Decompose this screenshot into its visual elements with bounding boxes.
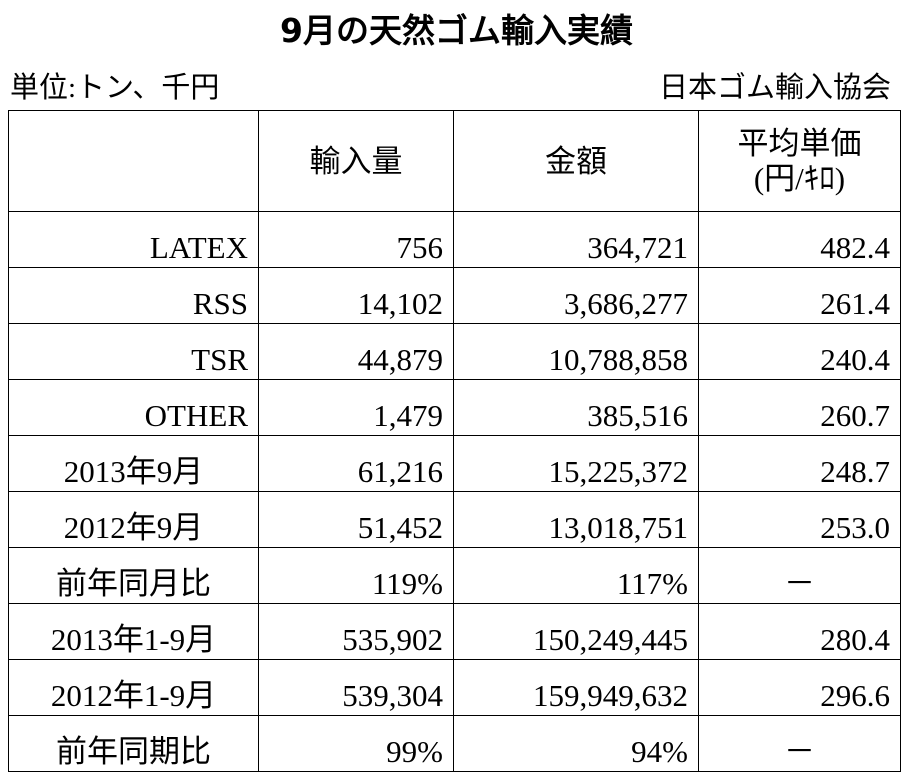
column-header: 輸入量 bbox=[258, 110, 454, 212]
cell: 10,788,858 bbox=[453, 323, 699, 380]
cell: － bbox=[698, 547, 901, 604]
row-label: 2012年1-9月 bbox=[8, 659, 259, 716]
table-row: OTHER 1,479 385,516 260.7 bbox=[8, 379, 901, 436]
header-row: 輸入量 金額 平均単価 (円/ｷﾛ) bbox=[8, 110, 901, 212]
cell: 15,225,372 bbox=[453, 435, 699, 492]
cell: 159,949,632 bbox=[453, 659, 699, 716]
cell: 248.7 bbox=[698, 435, 901, 492]
row-label: RSS bbox=[8, 267, 259, 324]
cell: 535,902 bbox=[258, 603, 454, 660]
row-label: TSR bbox=[8, 323, 259, 380]
table-row: TSR 44,879 10,788,858 240.4 bbox=[8, 323, 901, 380]
column-header: 平均単価 (円/ｷﾛ) bbox=[698, 110, 901, 212]
unit-note: 単位:トン、千円 bbox=[10, 72, 220, 104]
title: 9月の天然ゴム輸入実績 bbox=[280, 11, 633, 50]
cell: 539,304 bbox=[258, 659, 454, 716]
table-row: 前年同月比 119% 117% － bbox=[8, 547, 901, 604]
cell: 482.4 bbox=[698, 211, 901, 268]
cell: 280.4 bbox=[698, 603, 901, 660]
cell: 261.4 bbox=[698, 267, 901, 324]
table-row: 前年同期比 99% 94% － bbox=[8, 715, 901, 772]
cell: 240.4 bbox=[698, 323, 901, 380]
cell: 150,249,445 bbox=[453, 603, 699, 660]
cell: 3,686,277 bbox=[453, 267, 699, 324]
row-label: 2012年9月 bbox=[8, 491, 259, 548]
cell: 253.0 bbox=[698, 491, 901, 548]
cell: 364,721 bbox=[453, 211, 699, 268]
cell: 44,879 bbox=[258, 323, 454, 380]
row-label: 2013年9月 bbox=[8, 435, 259, 492]
cell: 296.6 bbox=[698, 659, 901, 716]
import-table: 輸入量 金額 平均単価 (円/ｷﾛ) LATEX 756 364,721 482.4 RSS 1… bbox=[8, 110, 901, 772]
cell: 99% bbox=[258, 715, 454, 772]
table-row: LATEX 756 364,721 482.4 bbox=[8, 211, 901, 268]
cell: 119% bbox=[258, 547, 454, 604]
cell: 14,102 bbox=[258, 267, 454, 324]
table-row: 2012年9月 51,452 13,018,751 253.0 bbox=[8, 491, 901, 548]
cell: 51,452 bbox=[258, 491, 454, 548]
cell: 61,216 bbox=[258, 435, 454, 492]
table-row: 2012年1-9月 539,304 159,949,632 296.6 bbox=[8, 659, 901, 716]
table-row: 2013年1-9月 535,902 150,249,445 280.4 bbox=[8, 603, 901, 660]
row-label: 2013年1-9月 bbox=[8, 603, 259, 660]
cell: 117% bbox=[453, 547, 699, 604]
cell: 385,516 bbox=[453, 379, 699, 436]
column-header-line: (円/ｷﾛ) bbox=[753, 161, 846, 196]
column-header-line: 平均単価 bbox=[737, 126, 862, 161]
table-row: RSS 14,102 3,686,277 261.4 bbox=[8, 267, 901, 324]
row-label: 前年同月比 bbox=[8, 547, 259, 604]
row-label: LATEX bbox=[8, 211, 259, 268]
column-header: 金額 bbox=[453, 110, 699, 212]
cell: 1,479 bbox=[258, 379, 454, 436]
cell: 13,018,751 bbox=[453, 491, 699, 548]
corner-cell bbox=[8, 110, 259, 212]
page: 9月の天然ゴム輸入実績 単位:トン、千円 日本ゴム輸入協会 輸入量 金額 平均単価(… bbox=[8, 11, 901, 772]
cell: 260.7 bbox=[698, 379, 901, 436]
cell: － bbox=[698, 715, 901, 772]
table-row: 2013年9月 61,216 15,225,372 248.7 bbox=[8, 435, 901, 492]
cell: 94% bbox=[453, 715, 699, 772]
source: 日本ゴム輸入協会 bbox=[658, 72, 891, 104]
row-label: OTHER bbox=[8, 379, 259, 436]
row-label: 前年同期比 bbox=[8, 715, 259, 772]
cell: 756 bbox=[258, 211, 454, 268]
